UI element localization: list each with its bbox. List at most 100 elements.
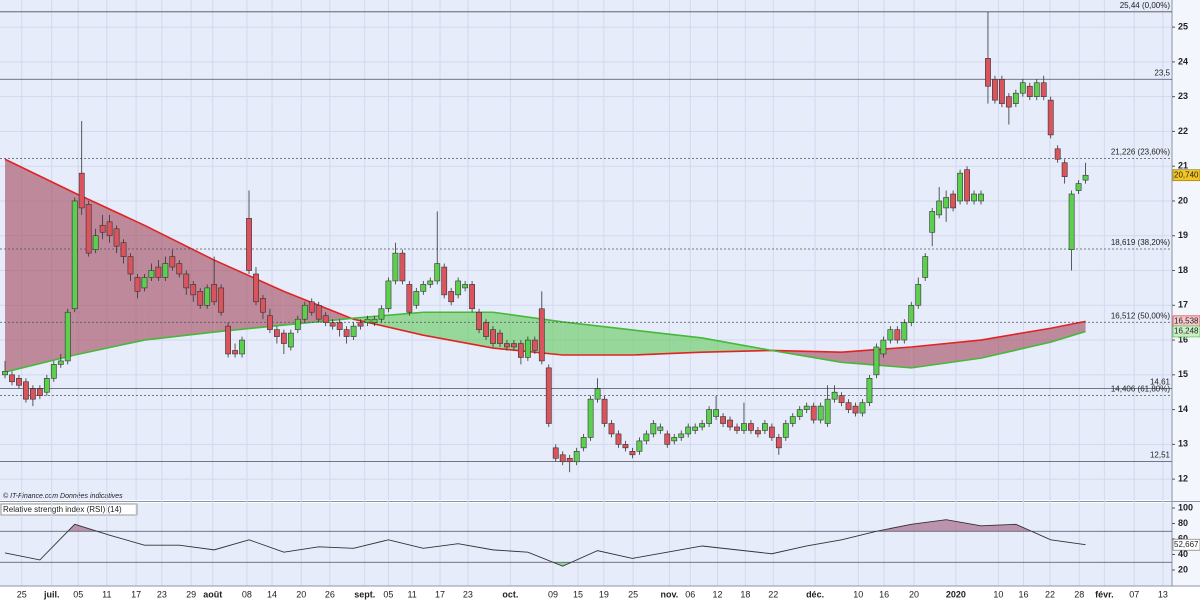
candle-body xyxy=(315,304,322,320)
candle-body xyxy=(239,339,245,355)
candle-body xyxy=(748,423,754,431)
x-tick-label: 15 xyxy=(573,589,583,599)
x-tick-label: 09 xyxy=(548,589,558,599)
candle-body xyxy=(134,277,141,292)
candle-body xyxy=(538,308,545,362)
candle-body xyxy=(476,311,482,330)
candle-body xyxy=(580,437,587,449)
candle-body xyxy=(810,405,817,421)
candle-body xyxy=(803,405,810,410)
candle-body xyxy=(85,204,92,254)
candle-body xyxy=(267,315,273,330)
x-tick-label: févr. xyxy=(1095,589,1114,599)
x-tick-label: 05 xyxy=(73,589,83,599)
candle-body xyxy=(866,378,873,403)
value-tag-label: 16,538 xyxy=(1174,316,1199,325)
x-tick-label: 05 xyxy=(383,589,393,599)
x-tick-label: oct. xyxy=(502,589,518,599)
candle-body xyxy=(734,426,740,431)
candle-body xyxy=(545,367,552,424)
candle-body xyxy=(1012,92,1019,104)
candle-body xyxy=(511,343,517,348)
candle-body xyxy=(789,416,796,424)
candle-body xyxy=(469,284,475,310)
value-tag-label: 20,740 xyxy=(1174,170,1199,179)
candle-body xyxy=(50,364,57,379)
candle-body xyxy=(57,360,64,365)
candle-body xyxy=(64,311,71,362)
candle-body xyxy=(448,291,455,303)
x-tick-label: 13 xyxy=(1158,589,1168,599)
candle-body xyxy=(232,350,238,355)
x-tick-label: 07 xyxy=(1129,589,1139,599)
y-tick-label: 14 xyxy=(1178,404,1188,414)
candle-body xyxy=(71,200,78,310)
candle-body xyxy=(441,266,448,296)
candle-body xyxy=(1054,148,1061,160)
candle-body xyxy=(706,409,713,424)
y-tick-label: 22 xyxy=(1178,126,1188,136)
candle-body xyxy=(1026,85,1033,97)
ma-fill-area xyxy=(5,159,75,373)
x-tick-label: 11 xyxy=(407,589,416,599)
candle-body xyxy=(775,437,782,449)
candle-body xyxy=(36,388,43,396)
x-tick-label: 25 xyxy=(17,589,27,599)
x-tick-label: sept. xyxy=(354,589,375,599)
candle-body xyxy=(294,318,301,330)
candle-body xyxy=(761,423,768,431)
x-tick-label: 2020 xyxy=(946,589,966,599)
candle-body xyxy=(1075,183,1082,191)
candle-body xyxy=(127,256,134,275)
candle-body xyxy=(922,256,929,278)
candle-body xyxy=(218,287,225,313)
candle-body xyxy=(357,322,364,327)
candle-body xyxy=(2,371,8,376)
y-tick-label: 16 xyxy=(1178,334,1188,344)
y-tick-label: 24 xyxy=(1178,56,1188,66)
candle-body xyxy=(504,343,510,348)
candle-body xyxy=(483,322,489,337)
candle-body xyxy=(978,193,984,202)
candle-body xyxy=(880,339,887,355)
candle-body xyxy=(531,339,538,351)
candle-body xyxy=(1082,174,1089,181)
candle-body xyxy=(385,280,392,310)
x-tick-label: nov. xyxy=(660,589,678,599)
ma-fill-area xyxy=(144,225,215,341)
candle-body xyxy=(782,423,789,438)
candle-body xyxy=(692,426,699,431)
candle-body xyxy=(190,284,197,296)
candle-body xyxy=(915,284,922,306)
candle-body xyxy=(246,218,252,271)
ma-fill-area xyxy=(214,260,284,333)
candle-body xyxy=(260,298,266,313)
x-tick-label: 18 xyxy=(740,589,750,599)
candle-body xyxy=(106,221,113,237)
candle-body xyxy=(378,308,385,320)
y-tick-label: 60 xyxy=(1178,533,1188,543)
candle-body xyxy=(120,242,127,257)
x-tick-label: 22 xyxy=(1045,589,1055,599)
ma-fill-area xyxy=(911,340,981,368)
candle-body xyxy=(992,78,998,101)
y-tick-label: 19 xyxy=(1178,230,1188,240)
candle-body xyxy=(901,322,908,341)
candle-body xyxy=(727,419,733,428)
candle-body xyxy=(176,263,183,275)
candle-body xyxy=(169,256,176,268)
x-tick-label: 23 xyxy=(463,589,473,599)
candle-body xyxy=(427,280,434,285)
y-tick-label: 20 xyxy=(1178,564,1188,574)
price-axis xyxy=(1172,0,1200,586)
candle-body xyxy=(197,291,204,306)
level-label: 18,619 (38,20%) xyxy=(1111,238,1170,247)
x-tick-label: 20 xyxy=(909,589,919,599)
candle-body xyxy=(713,409,719,417)
candle-body xyxy=(43,378,50,393)
candle-body xyxy=(950,193,957,209)
x-tick-label: 25 xyxy=(628,589,638,599)
candle-body xyxy=(699,423,706,428)
candle-body xyxy=(957,172,963,202)
candle-body xyxy=(1005,96,1012,108)
